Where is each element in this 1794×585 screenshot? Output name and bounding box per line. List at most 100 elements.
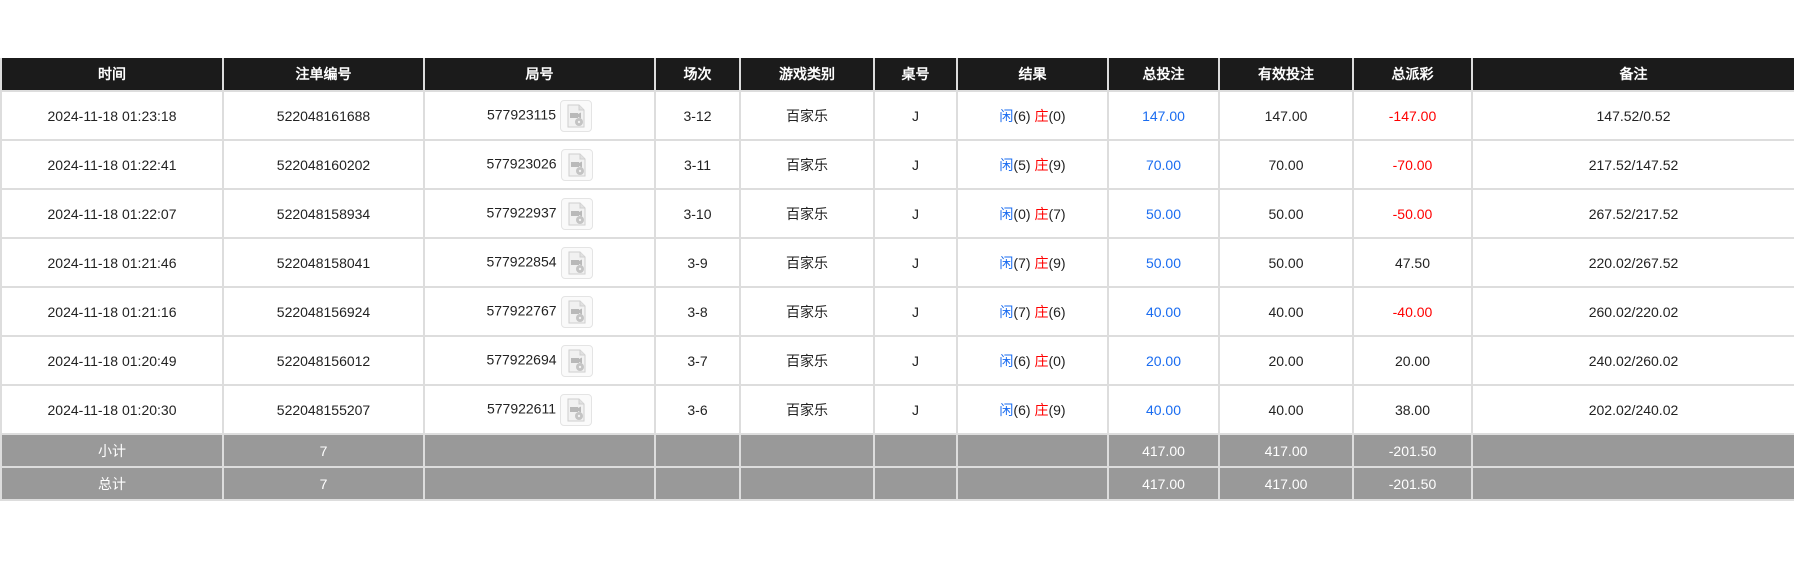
column-header-game-type: 游戏类别	[739, 58, 875, 91]
game-type-cell: 百家乐	[739, 286, 875, 337]
banker-score: (7)	[1048, 205, 1066, 222]
payout-cell: -147.00	[1352, 90, 1473, 141]
video-file-icon[interactable]	[560, 246, 593, 279]
table-row: 2024-11-18 01:20:30 522048155207 577922611…	[0, 384, 1794, 435]
player-label: 闲	[999, 107, 1014, 124]
video-file-icon[interactable]	[560, 197, 593, 230]
total-payout: -201.50	[1352, 466, 1473, 501]
column-header-payout: 总派彩	[1352, 58, 1473, 91]
player-label: 闲	[999, 156, 1014, 173]
player-label: 闲	[999, 205, 1014, 222]
time-cell: 2024-11-18 01:22:07	[0, 188, 224, 239]
note-cell: 220.02/267.52	[1471, 237, 1794, 288]
result-cell: 闲(6) 庄(9)	[956, 384, 1109, 435]
subtotal-total-bet: 417.00	[1107, 433, 1220, 468]
game-type-cell: 百家乐	[739, 188, 875, 239]
column-header-note: 备注	[1471, 58, 1794, 91]
bet-id-cell: 522048158041	[222, 237, 425, 288]
shoe-cell: 3-9	[654, 237, 741, 288]
player-score: (7)	[1013, 254, 1031, 271]
video-file-icon[interactable]	[560, 148, 593, 181]
banker-score: (9)	[1048, 156, 1066, 173]
shoe-cell: 3-7	[654, 335, 741, 386]
total-bet-cell: 50.00	[1107, 188, 1220, 239]
table-row: 2024-11-18 01:20:49 522048156012 577922694…	[0, 335, 1794, 386]
banker-label: 庄	[1034, 303, 1049, 320]
banker-label: 庄	[1034, 352, 1049, 369]
table-no-cell: J	[873, 286, 958, 337]
round-cell: 577922937	[423, 188, 656, 239]
column-header-table-no: 桌号	[873, 58, 958, 91]
player-score: (6)	[1013, 401, 1031, 418]
payout-cell: 38.00	[1352, 384, 1473, 435]
player-label: 闲	[999, 254, 1014, 271]
video-file-icon[interactable]	[560, 99, 593, 132]
player-label: 闲	[999, 401, 1014, 418]
valid-bet-cell: 40.00	[1218, 286, 1354, 337]
shoe-cell: 3-8	[654, 286, 741, 337]
banker-score: (6)	[1048, 303, 1066, 320]
column-header-result: 结果	[956, 58, 1109, 91]
total-total-bet: 417.00	[1107, 466, 1220, 501]
bet-id-cell: 522048158934	[222, 188, 425, 239]
time-cell: 2024-11-18 01:20:30	[0, 384, 224, 435]
video-file-icon[interactable]	[560, 295, 593, 328]
result-cell: 闲(0) 庄(7)	[956, 188, 1109, 239]
banker-score: (0)	[1048, 352, 1066, 369]
total-bet-cell: 20.00	[1107, 335, 1220, 386]
column-header-time: 时间	[0, 58, 224, 91]
table-no-cell: J	[873, 188, 958, 239]
bet-id-cell: 522048155207	[222, 384, 425, 435]
banker-score: (9)	[1048, 254, 1066, 271]
time-cell: 2024-11-18 01:22:41	[0, 139, 224, 190]
column-header-shoe: 场次	[654, 58, 741, 91]
payout-cell: -40.00	[1352, 286, 1473, 337]
banker-label: 庄	[1034, 401, 1049, 418]
note-cell: 147.52/0.52	[1471, 90, 1794, 141]
game-type-cell: 百家乐	[739, 237, 875, 288]
table-no-cell: J	[873, 384, 958, 435]
round-cell: 577923026	[423, 139, 656, 190]
round-number: 577923026	[486, 155, 557, 172]
total-bet-cell: 147.00	[1107, 90, 1220, 141]
subtotal-label: 小计	[0, 433, 224, 468]
total-count: 7	[222, 466, 425, 501]
video-file-icon[interactable]	[560, 344, 593, 377]
shoe-cell: 3-12	[654, 90, 741, 141]
banker-label: 庄	[1034, 107, 1049, 124]
game-type-cell: 百家乐	[739, 335, 875, 386]
valid-bet-cell: 70.00	[1218, 139, 1354, 190]
table-no-cell: J	[873, 237, 958, 288]
round-cell: 577923115	[423, 90, 656, 141]
player-score: (0)	[1013, 205, 1031, 222]
time-cell: 2024-11-18 01:21:16	[0, 286, 224, 337]
banker-label: 庄	[1034, 205, 1049, 222]
payout-cell: -70.00	[1352, 139, 1473, 190]
bet-id-cell: 522048161688	[222, 90, 425, 141]
total-row: 总计 7 417.00 417.00 -201.50	[0, 466, 1794, 501]
shoe-cell: 3-6	[654, 384, 741, 435]
shoe-cell: 3-11	[654, 139, 741, 190]
note-cell: 202.02/240.02	[1471, 384, 1794, 435]
result-cell: 闲(6) 庄(0)	[956, 90, 1109, 141]
round-number: 577922854	[486, 253, 557, 270]
payout-cell: 20.00	[1352, 335, 1473, 386]
game-type-cell: 百家乐	[739, 384, 875, 435]
table-row: 2024-11-18 01:21:46 522048158041 577922854…	[0, 237, 1794, 288]
round-number: 577922611	[486, 400, 557, 417]
total-valid-bet: 417.00	[1218, 466, 1354, 501]
valid-bet-cell: 147.00	[1218, 90, 1354, 141]
player-label: 闲	[999, 303, 1014, 320]
payout-cell: 47.50	[1352, 237, 1473, 288]
note-cell: 217.52/147.52	[1471, 139, 1794, 190]
valid-bet-cell: 20.00	[1218, 335, 1354, 386]
banker-label: 庄	[1034, 156, 1049, 173]
table-no-cell: J	[873, 335, 958, 386]
round-number: 577922767	[486, 302, 557, 319]
table-no-cell: J	[873, 139, 958, 190]
result-cell: 闲(5) 庄(9)	[956, 139, 1109, 190]
bet-id-cell: 522048156924	[222, 286, 425, 337]
column-header-total-bet: 总投注	[1107, 58, 1220, 91]
round-number: 577922694	[486, 351, 557, 368]
video-file-icon[interactable]	[560, 393, 593, 426]
